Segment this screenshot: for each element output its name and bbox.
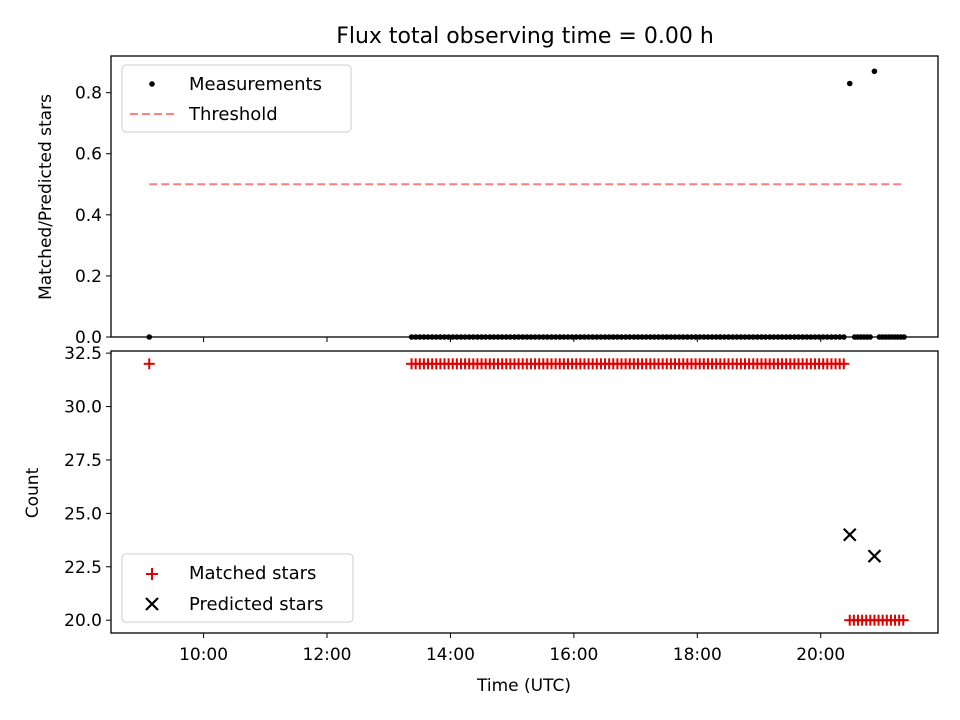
legend-threshold-label: Threshold bbox=[188, 104, 278, 125]
top-y-tick-label: 0.8 bbox=[75, 84, 102, 104]
bottom-legend-box bbox=[121, 553, 354, 623]
top-y-tick-label: 0.0 bbox=[75, 328, 102, 348]
top-legend-box bbox=[121, 64, 352, 133]
measurement-point bbox=[846, 80, 853, 87]
x-tick-label: 20:00 bbox=[796, 645, 845, 665]
bottom-axes: 20.0 22.5 25.0 27.5 30.0 32.5 10:00 12:00 14:00… bbox=[23, 344, 939, 696]
bottom-y-tick-label: 22.5 bbox=[64, 558, 102, 578]
x-tick-label: 10:00 bbox=[179, 645, 228, 665]
predicted-star-point bbox=[842, 527, 857, 542]
matched-star-point bbox=[143, 358, 155, 370]
bottom-y-tick-label: 32.5 bbox=[64, 344, 102, 364]
bottom-legend: Matched stars Predicted stars bbox=[121, 553, 354, 623]
legend-predicted-label: Predicted stars bbox=[189, 594, 323, 615]
top-y-tick-label: 0.4 bbox=[75, 206, 102, 226]
bottom-y-tick-label: 30.0 bbox=[64, 398, 102, 418]
bottom-y-tick-label: 20.0 bbox=[64, 611, 102, 631]
legend-predicted-marker bbox=[145, 597, 159, 611]
x-tick-label: 12:00 bbox=[303, 645, 352, 665]
legend-measurements-label: Measurements bbox=[189, 74, 322, 95]
x-axis-label: Time (UTC) bbox=[476, 676, 571, 696]
chart-title: Flux total observing time = 0.00 h bbox=[336, 24, 714, 49]
bottom-y-tick-label: 25.0 bbox=[64, 504, 102, 524]
legend-measurements-marker bbox=[149, 81, 155, 87]
top-y-tick-label: 0.6 bbox=[75, 145, 102, 165]
bottom-data-marks bbox=[143, 358, 909, 626]
legend-matched-label: Matched stars bbox=[189, 563, 316, 584]
x-tick-label: 16:00 bbox=[549, 645, 598, 665]
top-legend: Measurements Threshold bbox=[121, 64, 352, 133]
measurement-point bbox=[871, 68, 878, 75]
top-y-axis-label: Matched/Predicted stars bbox=[36, 94, 56, 300]
bottom-x-ticks: 10:00 12:00 14:00 16:00 18:00 20:00 bbox=[179, 633, 845, 665]
top-x-ticks bbox=[203, 337, 822, 342]
top-axes-frame bbox=[110, 55, 939, 338]
legend-matched-marker bbox=[146, 568, 158, 580]
x-tick-label: 14:00 bbox=[426, 645, 475, 665]
bottom-axes-frame bbox=[110, 350, 939, 634]
matched-star-point bbox=[897, 614, 909, 626]
top-y-ticks: 0.0 0.2 0.4 0.6 0.8 bbox=[75, 84, 111, 348]
matched-star-point bbox=[838, 358, 850, 370]
x-tick-label: 18:00 bbox=[673, 645, 722, 665]
bottom-y-axis-label: Count bbox=[23, 467, 43, 518]
top-axes: 0.00.20.40.60.8 Matched/Predicted stars … bbox=[36, 55, 939, 348]
bottom-y-ticks: 20.0 22.5 25.0 27.5 30.0 32.5 bbox=[64, 344, 111, 631]
top-y-tick-label: 0.2 bbox=[75, 267, 102, 287]
bottom-y-tick-label: 27.5 bbox=[64, 451, 102, 471]
predicted-star-point bbox=[867, 549, 882, 563]
